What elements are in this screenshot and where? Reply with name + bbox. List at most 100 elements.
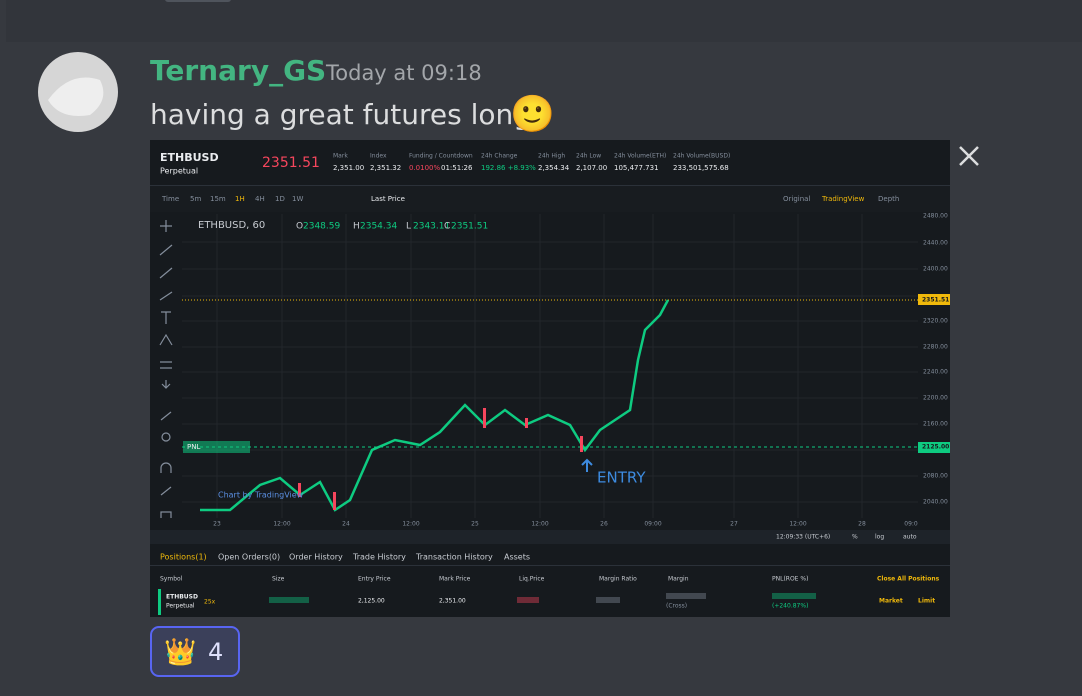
stat-extra: 01:51:26 xyxy=(441,164,473,172)
scale-option[interactable]: % xyxy=(852,534,858,541)
ohlc-key: C xyxy=(444,222,450,232)
toolbar xyxy=(150,186,950,212)
chart-grid xyxy=(182,214,918,518)
emoji: 🙂 xyxy=(510,94,555,135)
stat-value: 2,354.34 xyxy=(538,164,570,172)
reaction[interactable] xyxy=(150,626,240,677)
time-tick-label: 23 xyxy=(213,521,221,528)
price-tick-label: 2320.00 xyxy=(923,318,948,325)
liq-blur xyxy=(517,597,539,603)
ratio-blur xyxy=(596,597,620,603)
reaction-count: 4 xyxy=(208,638,223,666)
ohlc-value: 2343.11 xyxy=(413,222,450,232)
scale-option[interactable]: auto xyxy=(903,534,917,541)
stat-label: Index xyxy=(370,153,387,160)
interval[interactable]: 5m xyxy=(190,195,201,203)
tool-column xyxy=(150,214,182,544)
stat-label: Mark xyxy=(333,153,348,160)
view-tab[interactable]: Depth xyxy=(878,195,899,203)
stat-label: 24h Change xyxy=(481,153,518,160)
interval[interactable]: 15m xyxy=(210,195,226,203)
price-tick-label: 2480.00 xyxy=(923,213,948,220)
stat-label: Funding / Countdown xyxy=(409,153,473,160)
message-text: having a great futures long xyxy=(150,98,531,131)
ohlc-key: H xyxy=(353,222,360,232)
price-tick-label: 2040.00 xyxy=(923,499,948,506)
time-tick-label: 27 xyxy=(730,521,738,528)
pnl-label: PNL xyxy=(187,443,200,451)
interval[interactable]: 4H xyxy=(255,195,265,203)
row-mark: 2,351.00 xyxy=(439,598,466,605)
column-header: Symbol xyxy=(160,576,183,583)
entry-arrow xyxy=(581,458,593,472)
position-tab[interactable]: Open Orders(0) xyxy=(218,553,280,562)
down-candles xyxy=(298,408,583,510)
last-price-tag-label: 2351.51 xyxy=(922,297,949,304)
time-tick-label: 12:00 xyxy=(273,521,290,528)
time-tick-label: 12:00 xyxy=(402,521,419,528)
scale-option[interactable]: log xyxy=(875,534,884,541)
close-button[interactable] xyxy=(959,146,979,166)
ohlc-key: L xyxy=(406,222,411,232)
row-action[interactable]: Limit xyxy=(918,598,935,605)
close-all[interactable]: Close All Positions xyxy=(877,576,940,583)
ohlc-value: 2354.34 xyxy=(360,222,397,232)
interval[interactable]: 1D xyxy=(275,195,285,203)
price-tick-label: 2400.00 xyxy=(923,266,948,273)
positions-panel xyxy=(150,544,950,617)
position-tab[interactable]: Positions(1) xyxy=(160,553,207,562)
row-action[interactable]: Market xyxy=(879,598,903,605)
stat-label: 24h Low xyxy=(576,153,601,160)
price-type[interactable]: Last Price xyxy=(371,195,405,203)
author[interactable]: Ternary_GS xyxy=(150,54,326,87)
long-indicator xyxy=(158,589,161,615)
chart-footer xyxy=(150,530,950,544)
last-price: 2351.51 xyxy=(262,155,320,171)
margin-blur xyxy=(666,593,706,599)
pnl-blur xyxy=(772,593,816,599)
clock: 12:09:33 (UTC+6) xyxy=(776,534,830,541)
time-tick-label: 24 xyxy=(342,521,350,528)
price-tick-label: 2160.00 xyxy=(923,421,948,428)
annotation: ENTRY xyxy=(597,469,646,487)
time-tick-label: 09:00 xyxy=(644,521,661,528)
watermark: Chart by TradingView xyxy=(218,491,304,500)
interval[interactable]: 1W xyxy=(292,195,303,203)
column-header: PNL(ROE %) xyxy=(772,576,808,583)
column-header: Entry Price xyxy=(358,576,391,583)
size-blur xyxy=(269,597,309,603)
column-header: Margin xyxy=(668,576,689,583)
stat-value: 105,477.731 xyxy=(614,164,659,172)
entry-price-tag xyxy=(918,442,950,453)
stat-value: 0.0100% xyxy=(409,164,440,172)
time-tick-label: 12:00 xyxy=(531,521,548,528)
stat-value: 192.86 +8.93% xyxy=(481,164,536,172)
price-tick-label: 2280.00 xyxy=(923,344,948,351)
ohlc-value: 2351.51 xyxy=(451,222,488,232)
time-tick-label: 28 xyxy=(858,521,866,528)
pnl-box xyxy=(183,441,250,453)
view-tab[interactable]: Original xyxy=(783,195,810,203)
chart-title: ETHBUSD, 60 xyxy=(198,220,265,231)
price-tick-label: 2200.00 xyxy=(923,395,948,402)
time-tick-label: 25 xyxy=(471,521,479,528)
column-header: Margin Ratio xyxy=(599,576,637,583)
row-contract: Perpetual xyxy=(166,603,195,610)
position-tab[interactable]: Order History xyxy=(289,553,343,562)
interval[interactable]: 1H xyxy=(235,195,245,203)
stat-value: 2,107.00 xyxy=(576,164,607,172)
column-header: Size xyxy=(272,576,285,583)
view-tab[interactable]: TradingView xyxy=(821,195,865,203)
stat-label: 24h High xyxy=(538,153,565,160)
stat-label: 24h Volume(ETH) xyxy=(614,153,666,160)
attachment[interactable]: ETHBUSD Perpetual 2351.51 Mark 2,351.00 Index… xyxy=(150,140,950,617)
previous-attachment xyxy=(165,0,231,2)
position-tab[interactable]: Assets xyxy=(504,553,530,562)
symbol: ETHBUSD xyxy=(160,151,219,164)
position-tab[interactable]: Trade History xyxy=(352,553,406,562)
previous-message xyxy=(6,0,1082,42)
position-tab[interactable]: Transaction History xyxy=(415,553,493,562)
column-header: Mark Price xyxy=(439,576,471,583)
price-tick-label: 2440.00 xyxy=(923,240,948,247)
